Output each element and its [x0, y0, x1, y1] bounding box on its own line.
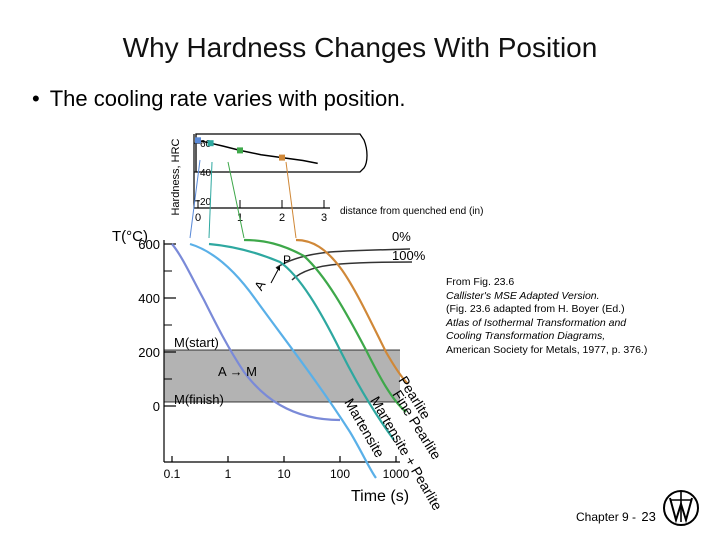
start-percent-label: 0% — [392, 229, 411, 244]
ref-line: From Fig. 23.6 — [446, 276, 515, 288]
cct-y-label: T(°C) — [112, 228, 148, 245]
hardness-y-tick-label: 60 — [200, 139, 212, 150]
ms-label: M(start) — [174, 335, 219, 350]
mf-label: M(finish) — [174, 392, 224, 407]
hardness-curve — [197, 139, 318, 165]
hardness-marker — [195, 137, 201, 144]
hardness-x-tick-label: 0 — [195, 212, 201, 224]
hardness-band-outline — [195, 133, 368, 173]
hardness-x-label: distance from quenched end (in) — [340, 206, 483, 217]
hardness-y-label: Hardness, HRC — [170, 138, 182, 215]
transformation-start-curve — [275, 248, 411, 269]
cct-y-tick-label: 600 — [138, 237, 160, 252]
cct-x-tick-label: 1000 — [383, 467, 410, 481]
transformation-end-curve — [291, 261, 413, 281]
hardness-marker — [207, 140, 214, 147]
cooling-curve-fine-pearlite — [243, 238, 407, 413]
cct-y-tick-label: 0 — [153, 399, 160, 414]
footer-page: 23 — [641, 509, 656, 524]
hardness-y-tick-label: 40 — [200, 168, 212, 179]
cct-x-tick-label: 100 — [330, 467, 350, 481]
cooling-curve-martensite — [171, 243, 341, 422]
footer-chapter: Chapter 9 - — [576, 510, 637, 524]
cooling-curve-teal — [208, 242, 395, 441]
ref-line: Callister's MSE Adapted Version. — [446, 289, 600, 302]
hardness-marker — [279, 154, 285, 161]
cct-x-tick-label: 1 — [225, 467, 232, 481]
bullet-dot: • — [32, 86, 40, 111]
hardness-chart: 0123204060 Hardness, HRC distance from q… — [170, 133, 483, 239]
cct-chart: 0.1 1 10 100 1000 0 200 400 600 T(°C) Time (s) 0… — [112, 228, 446, 513]
connector-line — [227, 161, 245, 239]
bullet-item: • The cooling rate varies with position. — [32, 86, 406, 112]
hardness-x-tick-label: 3 — [321, 212, 327, 224]
slide-title: Why Hardness Changes With Position — [122, 32, 598, 63]
bullet-text: The cooling rate varies with position. — [49, 86, 406, 111]
ref-line: (Fig. 23.6 adapted from H. Boyer (Ed.) — [446, 303, 625, 315]
cct-x-tick-label: 10 — [277, 467, 291, 481]
arrowhead-icon — [276, 266, 280, 271]
cct-x-tick-label: 0.1 — [164, 467, 181, 481]
cooling-curve-mix — [189, 242, 377, 479]
a-label: A — [251, 278, 268, 293]
transform-label: A → M — [218, 364, 257, 379]
hardness-y-tick-label: 20 — [200, 197, 212, 208]
cct-y-tick-label: 200 — [138, 345, 160, 360]
connector-line — [208, 161, 213, 239]
cct-x-label: Time (s) — [351, 488, 409, 505]
cct-y-tick-label: 400 — [138, 291, 160, 306]
connector-line — [189, 159, 201, 239]
end-percent-label: 100% — [392, 248, 426, 263]
a-to-p-arrow — [270, 267, 280, 284]
connector-line — [285, 161, 297, 239]
martensite-region — [164, 350, 400, 402]
ref-line: American Society for Metals, 1977, p. 37… — [446, 343, 648, 356]
figure-reference: From Fig. 23.6 Callister's MSE Adapted V… — [446, 276, 658, 357]
university-logo — [663, 490, 699, 526]
hardness-x-tick-label: 2 — [279, 212, 285, 224]
hardness-marker — [237, 147, 243, 154]
p-label: P — [283, 253, 291, 267]
slide-footer: Chapter 9 - 23 — [576, 509, 656, 524]
cooling-curve-pearlite — [295, 238, 409, 385]
ref-line: Atlas of Isothermal Transformation and C… — [446, 316, 627, 343]
